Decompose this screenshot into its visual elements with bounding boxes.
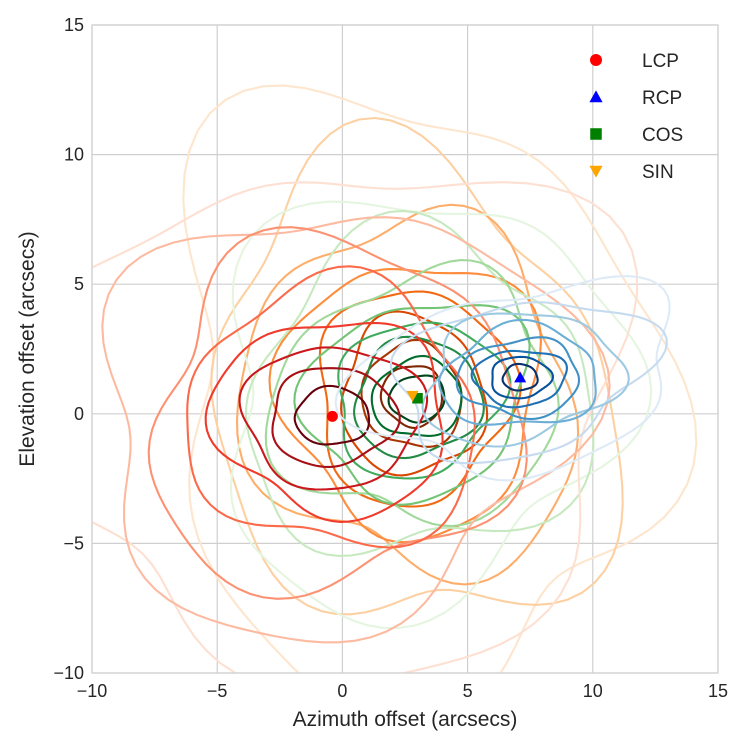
- contour-rcp-level-1: [334, 275, 671, 482]
- marker-sin: [406, 390, 419, 402]
- contour-rcp-level-3: [421, 312, 630, 448]
- contour-cos-level-2: [244, 209, 595, 557]
- legend-label-rcp: RCP: [642, 88, 682, 109]
- contours-lcp: [92, 181, 639, 673]
- legend-marker-cos: [590, 128, 602, 140]
- legend-item-rcp: RCP: [589, 88, 682, 109]
- marker-lcp: [326, 410, 338, 422]
- tick-labels: −10 −5 0 5 10 15 −10 −5 0 5 10 15: [53, 15, 728, 701]
- legend: LCP RCP COS SIN: [589, 51, 683, 183]
- contour-rcp-level-7: [491, 355, 554, 400]
- gridlines: [91, 24, 719, 674]
- series-markers: [326, 371, 527, 422]
- contour-rcp-level-6: [470, 349, 568, 409]
- x-tick-label: −5: [207, 681, 228, 701]
- y-tick-label: −10: [53, 663, 84, 683]
- contour-sin-level-7: [360, 338, 463, 448]
- legend-marker-lcp: [590, 54, 602, 66]
- contour-lcp-level-4: [186, 265, 476, 549]
- contour-sin-level-6: [340, 310, 489, 477]
- contour-lcp-level-6: [238, 346, 429, 491]
- legend-marker-sin: [589, 165, 603, 178]
- contour-rcp-level-5: [455, 336, 581, 421]
- contour-cos-level-8: [387, 374, 446, 424]
- legend-label-cos: COS: [642, 125, 683, 146]
- marker-cos: [412, 392, 423, 404]
- x-axis-label: Azimuth offset (arcsecs): [293, 708, 518, 731]
- density-contours: [92, 84, 698, 673]
- x-tick-label: −10: [77, 681, 108, 701]
- x-tick-label: 5: [463, 681, 473, 701]
- marker-rcp: [514, 371, 527, 383]
- y-tick-label: 5: [74, 274, 84, 294]
- y-tick-label: −5: [63, 533, 84, 553]
- contour-lcp-level-2: [101, 216, 611, 644]
- contour-lcp-level-1: [92, 181, 639, 673]
- contour-lcp-level-5: [204, 321, 444, 523]
- contour-sin-level-8: [379, 365, 444, 429]
- contour-rcp-level-8: [501, 362, 539, 392]
- legend-item-lcp: LCP: [590, 51, 679, 72]
- contour-cos-level-7: [370, 354, 463, 437]
- contour-cos-level-6: [353, 335, 485, 460]
- legend-marker-rcp: [589, 90, 603, 103]
- legend-item-sin: SIN: [589, 162, 674, 183]
- plot-frame: [91, 24, 719, 674]
- y-tick-label: 0: [74, 404, 84, 424]
- contour-sin-level-1: [182, 84, 698, 673]
- contour-lcp-level-8: [293, 384, 371, 446]
- y-axis-label: Elevation offset (arcsecs): [16, 231, 39, 466]
- contour-rcp-level-4: [438, 318, 597, 426]
- legend-label-lcp: LCP: [642, 51, 679, 72]
- y-tick-label: 10: [64, 145, 84, 165]
- contour-cos-level-1: [229, 200, 653, 630]
- x-tick-label: 15: [708, 681, 728, 701]
- legend-label-sin: SIN: [642, 162, 674, 183]
- x-tick-label: 0: [337, 681, 347, 701]
- legend-item-cos: COS: [590, 125, 683, 146]
- contour-lcp-level-7: [271, 367, 401, 468]
- x-tick-label: 10: [583, 681, 603, 701]
- y-tick-label: 15: [64, 15, 84, 35]
- contour-sin-level-4: [268, 268, 542, 544]
